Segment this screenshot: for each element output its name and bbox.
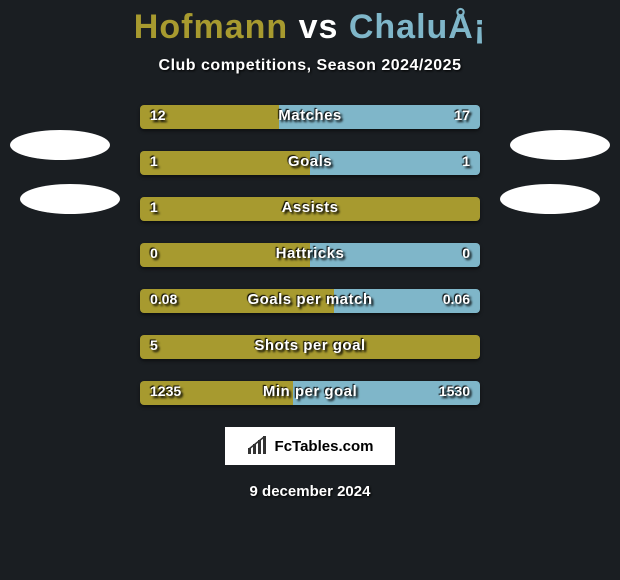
title-vs: vs — [299, 8, 339, 46]
stat-label: Goals — [140, 153, 480, 170]
title-player1: Hofmann — [134, 8, 288, 46]
stat-row: 5Shots per goal — [140, 335, 480, 359]
stat-value-right: 17 — [454, 107, 470, 123]
stat-row: 0.08Goals per match0.06 — [140, 289, 480, 313]
subtitle: Club competitions, Season 2024/2025 — [0, 57, 620, 75]
stat-value-right: 1530 — [439, 383, 470, 399]
stat-row: 1Assists — [140, 197, 480, 221]
page-title: Hofmann vs ChaluÅ¡ — [0, 8, 620, 47]
stat-label: Hattricks — [140, 245, 480, 262]
stat-label: Matches — [140, 107, 480, 124]
title-player2: ChaluÅ¡ — [349, 8, 486, 46]
stat-label: Goals per match — [140, 291, 480, 308]
team-logo-placeholder — [510, 130, 610, 160]
team-logo-placeholder — [10, 130, 110, 160]
chart-icon — [247, 436, 269, 456]
stat-value-right: 0 — [462, 245, 470, 261]
date-text: 9 december 2024 — [0, 483, 620, 500]
stat-label: Shots per goal — [140, 337, 480, 354]
stat-row: 1Goals1 — [140, 151, 480, 175]
brand-box: FcTables.com — [225, 427, 395, 465]
team-logo-placeholder — [500, 184, 600, 214]
stat-label: Assists — [140, 199, 480, 216]
comparison-container: Hofmann vs ChaluÅ¡ Club competitions, Se… — [0, 8, 620, 580]
stat-value-right: 1 — [462, 153, 470, 169]
brand-text: FcTables.com — [275, 438, 374, 455]
team-logo-placeholder — [20, 184, 120, 214]
stats-panel: 12Matches171Goals11Assists0Hattricks00.0… — [140, 105, 480, 405]
stat-row: 12Matches17 — [140, 105, 480, 129]
stat-row: 0Hattricks0 — [140, 243, 480, 267]
stat-value-right: 0.06 — [443, 291, 470, 307]
stat-row: 1235Min per goal1530 — [140, 381, 480, 405]
stat-label: Min per goal — [140, 383, 480, 400]
